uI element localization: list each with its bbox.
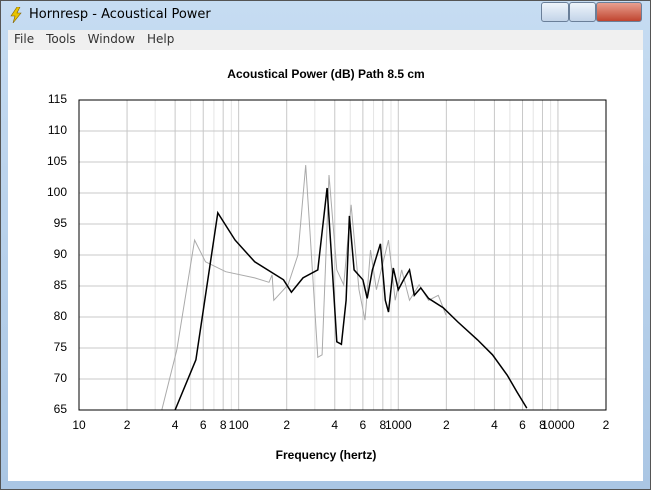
menu-item[interactable]: Window: [87, 32, 135, 46]
window-title: Hornresp - Acoustical Power: [29, 7, 211, 22]
y-tick-label: 65: [54, 402, 68, 416]
x-tick-label: 8: [539, 418, 546, 432]
y-tick-label: 110: [48, 123, 67, 137]
menu-item[interactable]: File: [14, 32, 35, 46]
plot-frame: [78, 99, 607, 411]
x-tick-label: 2: [603, 418, 610, 432]
x-tick-label: 100: [229, 418, 249, 432]
x-tick-label: 4: [331, 418, 338, 432]
x-tick-label: 4: [172, 418, 179, 432]
y-tick-label: 85: [54, 278, 68, 292]
x-tick-label: 2: [443, 418, 450, 432]
menu-item[interactable]: Tools: [46, 32, 76, 46]
x-tick-label: 10: [72, 418, 86, 432]
x-tick-label: 2: [124, 418, 131, 432]
minimize-button[interactable]: [541, 2, 569, 22]
y-tick-label: 90: [54, 247, 68, 261]
x-tick-label: 4: [491, 418, 498, 432]
app-icon: [10, 7, 22, 23]
chart-title: Acoustical Power (dB) Path 8.5 cm: [227, 67, 424, 81]
x-tick-label: 1000: [385, 418, 412, 432]
title-bar: Hornresp - Acoustical Power: [1, 1, 650, 29]
x-tick-label: 10000: [541, 418, 575, 432]
y-tick-label: 75: [54, 340, 68, 354]
y-tick-label: 95: [54, 216, 68, 230]
close-button[interactable]: [596, 2, 642, 22]
y-tick-label: 115: [48, 92, 67, 106]
series-line: [174, 187, 528, 411]
y-tick-label: 70: [54, 371, 68, 385]
x-axis-label: Frequency (hertz): [276, 448, 377, 462]
maximize-button[interactable]: [569, 2, 596, 22]
x-tick-label: 2: [283, 418, 290, 432]
y-tick-label: 80: [54, 309, 68, 323]
y-tick-label: 105: [47, 154, 67, 168]
x-tick-label: 6: [200, 418, 207, 432]
menu-item[interactable]: Help: [146, 32, 175, 46]
x-tick-label: 6: [360, 418, 367, 432]
y-tick-label: 100: [47, 185, 67, 199]
x-tick-label: 8: [379, 418, 386, 432]
x-tick-label: 8: [220, 418, 227, 432]
menu-bar: File Tools Window Help: [8, 30, 643, 50]
x-tick-label: 6: [519, 418, 526, 432]
series-line: [161, 165, 447, 411]
